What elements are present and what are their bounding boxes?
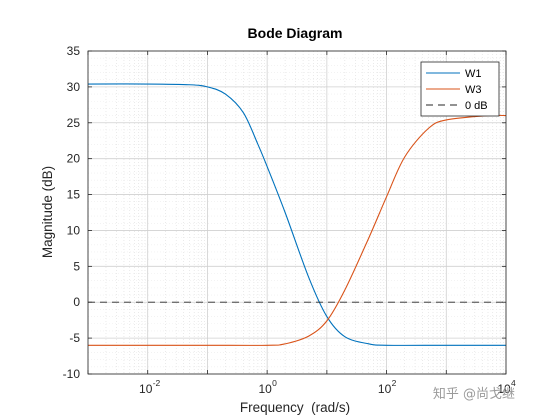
y-tick-label: 10 bbox=[67, 223, 81, 237]
x-tick-label: 10 -2 bbox=[139, 378, 161, 396]
series-line-2 bbox=[88, 114, 507, 346]
x-tick-exponent: -2 bbox=[153, 378, 161, 388]
x-tick-base: 10 bbox=[258, 382, 272, 396]
y-tick-label: -5 bbox=[69, 331, 80, 345]
y-tick-label: 15 bbox=[67, 188, 81, 202]
chart-title: Bode Diagram bbox=[248, 25, 343, 41]
y-tick-labels: -10 -5 0 5 10 15 20 25 30 35 bbox=[63, 44, 81, 381]
x-tick-label: 10 4 bbox=[497, 378, 516, 396]
legend-label: 0 dB bbox=[465, 100, 488, 112]
y-tick-label: 30 bbox=[67, 80, 81, 94]
y-tick-label: 35 bbox=[67, 44, 81, 58]
x-tick-labels: 10 -2 10 0 10 2 10 4 bbox=[139, 378, 516, 396]
axes-box bbox=[87, 50, 507, 375]
x-tick-base: 10 bbox=[139, 382, 153, 396]
y-tick-label: 20 bbox=[67, 152, 81, 166]
legend-label: W3 bbox=[465, 84, 482, 96]
x-tick-exponent: 4 bbox=[511, 378, 516, 388]
series-line-1 bbox=[87, 83, 506, 346]
y-tick-label: -10 bbox=[63, 367, 81, 381]
x-tick-label: 10 2 bbox=[378, 378, 397, 396]
series-lines bbox=[87, 83, 507, 346]
y-tick-label: 0 bbox=[73, 295, 80, 309]
minor-grid bbox=[88, 51, 506, 374]
x-tick-exponent: 2 bbox=[392, 378, 397, 388]
legend: W1 W3 0 dB bbox=[420, 61, 500, 117]
y-tick-label: 5 bbox=[73, 259, 80, 273]
x-axis-label: Frequency (rad/s) bbox=[240, 400, 350, 415]
y-axis-label: Magnitude (dB) bbox=[40, 166, 55, 258]
legend-label: W1 bbox=[465, 68, 482, 80]
x-tick-exponent: 0 bbox=[272, 378, 277, 388]
x-tick-base: 10 bbox=[378, 382, 392, 396]
axes bbox=[87, 50, 507, 375]
x-tick-label: 10 0 bbox=[258, 378, 277, 396]
x-tick-base: 10 bbox=[497, 382, 511, 396]
y-tick-label: 25 bbox=[67, 116, 81, 130]
watermark: 知乎 @尚戈继 bbox=[433, 386, 515, 402]
